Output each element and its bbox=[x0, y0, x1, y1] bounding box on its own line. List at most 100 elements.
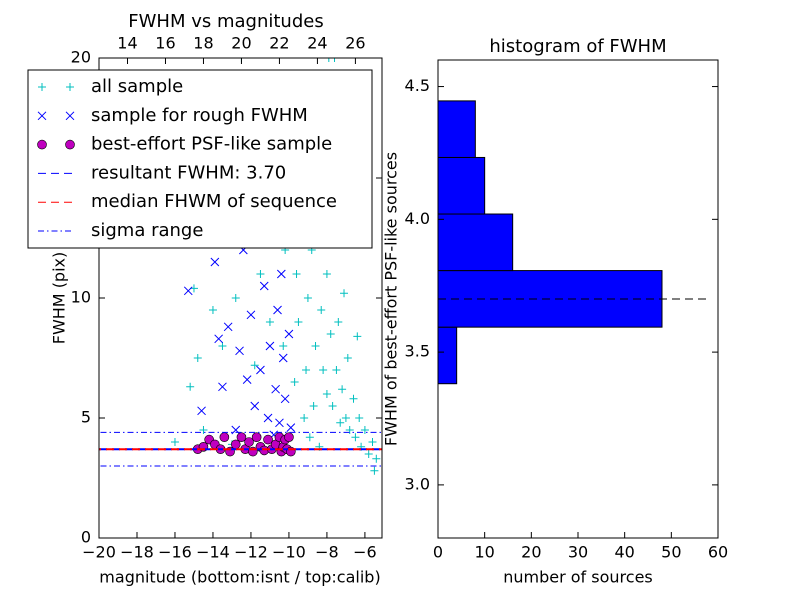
marker-plus bbox=[38, 83, 46, 91]
marker-plus bbox=[364, 450, 373, 458]
x2-tick-label: 26 bbox=[345, 34, 365, 53]
marker-plus bbox=[355, 414, 364, 422]
marker-x bbox=[235, 346, 244, 356]
marker-plus bbox=[170, 438, 179, 446]
marker-plus bbox=[353, 332, 362, 341]
marker-plus bbox=[360, 426, 369, 434]
bar bbox=[438, 326, 458, 385]
marker-plus bbox=[345, 426, 354, 434]
marker-circle bbox=[263, 434, 273, 445]
marker-x bbox=[246, 310, 256, 320]
marker-plus bbox=[294, 318, 303, 326]
marker-x bbox=[273, 305, 282, 315]
marker-x bbox=[259, 281, 269, 291]
marker-circle bbox=[284, 432, 294, 443]
marker-plus bbox=[256, 270, 265, 278]
marker-x bbox=[250, 401, 260, 411]
marker-circle bbox=[37, 139, 47, 150]
marker-plus bbox=[330, 58, 339, 62]
legend-label: resultant FWHM: 3.70 bbox=[91, 162, 286, 183]
marker-plus bbox=[290, 378, 299, 386]
marker-plus bbox=[319, 366, 328, 374]
marker-plus bbox=[343, 354, 352, 362]
x-tick-label: 50 bbox=[661, 543, 681, 562]
marker-plus bbox=[351, 433, 360, 442]
marker-x bbox=[242, 375, 252, 384]
marker-plus bbox=[370, 466, 379, 475]
x-tick-label: −14 bbox=[196, 543, 230, 562]
legend-label: sample for rough FWHM bbox=[91, 105, 308, 126]
marker-plus bbox=[193, 354, 202, 362]
marker-plus bbox=[231, 294, 240, 302]
marker-plus bbox=[309, 402, 318, 410]
bar bbox=[438, 100, 476, 158]
marker-x bbox=[183, 286, 193, 296]
y-tick-label: 5 bbox=[81, 408, 91, 427]
marker-x bbox=[276, 269, 286, 279]
y-tick-label: 10 bbox=[71, 288, 91, 307]
marker-x bbox=[278, 353, 288, 363]
x-tick-label: 20 bbox=[521, 543, 541, 562]
marker-plus bbox=[328, 402, 337, 410]
y-tick-label: 20 bbox=[71, 48, 91, 67]
marker-plus bbox=[336, 418, 345, 427]
marker-x bbox=[37, 111, 47, 121]
marker-plus bbox=[372, 454, 381, 463]
marker-plus bbox=[324, 58, 333, 62]
x-tick-label: −18 bbox=[120, 543, 154, 562]
marker-x bbox=[65, 111, 75, 121]
x2-tick-label: 16 bbox=[155, 34, 175, 53]
x2-tick-label: 14 bbox=[117, 34, 137, 53]
right-plot-area bbox=[438, 100, 663, 385]
marker-plus bbox=[66, 83, 74, 91]
left-title: FWHM vs magnitudes bbox=[128, 11, 323, 32]
marker-plus bbox=[303, 294, 312, 302]
marker-x bbox=[286, 423, 296, 432]
x-tick-label: −20 bbox=[82, 543, 116, 562]
marker-plus bbox=[292, 270, 301, 278]
y-tick-label: 3.5 bbox=[405, 342, 430, 361]
marker-plus bbox=[332, 366, 341, 374]
marker-x bbox=[256, 365, 265, 375]
marker-plus bbox=[368, 438, 377, 446]
marker-plus bbox=[305, 433, 314, 442]
marker-x bbox=[265, 341, 275, 351]
x-tick-label: −10 bbox=[272, 543, 306, 562]
left-y-label: FWHM (pix) bbox=[50, 252, 69, 345]
marker-x bbox=[223, 322, 233, 332]
marker-plus bbox=[340, 289, 349, 298]
marker-x bbox=[271, 384, 280, 394]
x2-tick-label: 24 bbox=[307, 34, 327, 53]
marker-plus bbox=[218, 342, 227, 350]
marker-plus bbox=[341, 414, 350, 422]
y-tick-label: 4.0 bbox=[405, 209, 430, 228]
marker-x bbox=[214, 334, 224, 344]
marker-plus bbox=[199, 426, 208, 434]
axes-frame bbox=[98, 57, 383, 539]
y-tick-label: 3.0 bbox=[405, 474, 430, 493]
x2-tick-label: 20 bbox=[231, 34, 251, 53]
marker-plus bbox=[334, 318, 343, 326]
legend: all sample sample for rough FWHM best-effo… bbox=[27, 69, 373, 249]
legend-label: median FHWM of sequence bbox=[91, 191, 337, 212]
marker-x bbox=[263, 413, 273, 423]
marker-plus bbox=[338, 385, 347, 394]
marker-plus bbox=[311, 342, 320, 350]
bar bbox=[438, 156, 486, 215]
marker-circle bbox=[65, 139, 75, 150]
x-tick-label: −16 bbox=[158, 543, 192, 562]
marker-circle bbox=[219, 432, 230, 443]
x-tick-label: −8 bbox=[315, 543, 339, 562]
x-tick-label: −12 bbox=[234, 543, 268, 562]
marker-x bbox=[280, 394, 290, 404]
x2-tick-label: 18 bbox=[193, 34, 213, 53]
legend-frame bbox=[27, 69, 373, 249]
x2-tick-label: 22 bbox=[269, 34, 289, 53]
x-tick-label: 40 bbox=[614, 543, 634, 562]
x-tick-label: 10 bbox=[474, 543, 494, 562]
marker-plus bbox=[317, 306, 326, 314]
marker-plus bbox=[349, 394, 358, 403]
marker-circle bbox=[244, 437, 254, 447]
marker-plus bbox=[186, 382, 195, 391]
